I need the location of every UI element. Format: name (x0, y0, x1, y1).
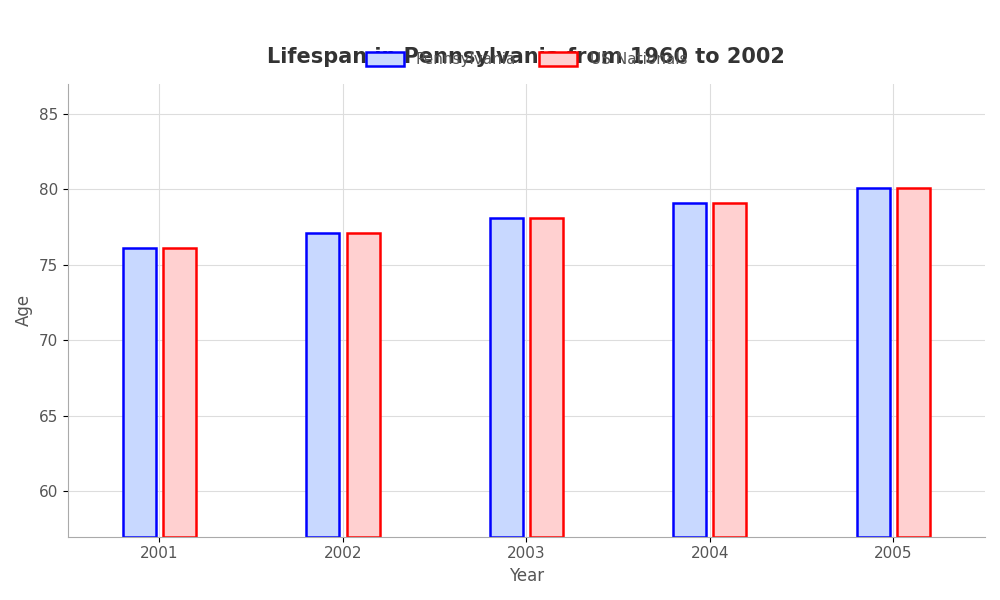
Legend: Pennsylvania, US Nationals: Pennsylvania, US Nationals (359, 46, 693, 73)
X-axis label: Year: Year (509, 567, 544, 585)
Bar (163, 248, 196, 537)
Y-axis label: Age: Age (15, 294, 33, 326)
Bar (123, 248, 156, 537)
Bar (897, 188, 930, 537)
Bar (306, 233, 339, 537)
Bar (857, 188, 890, 537)
Bar (673, 203, 706, 537)
Bar (530, 218, 563, 537)
Bar (490, 218, 523, 537)
Bar (347, 233, 380, 537)
Title: Lifespan in Pennsylvania from 1960 to 2002: Lifespan in Pennsylvania from 1960 to 20… (267, 47, 785, 67)
Bar (713, 203, 746, 537)
